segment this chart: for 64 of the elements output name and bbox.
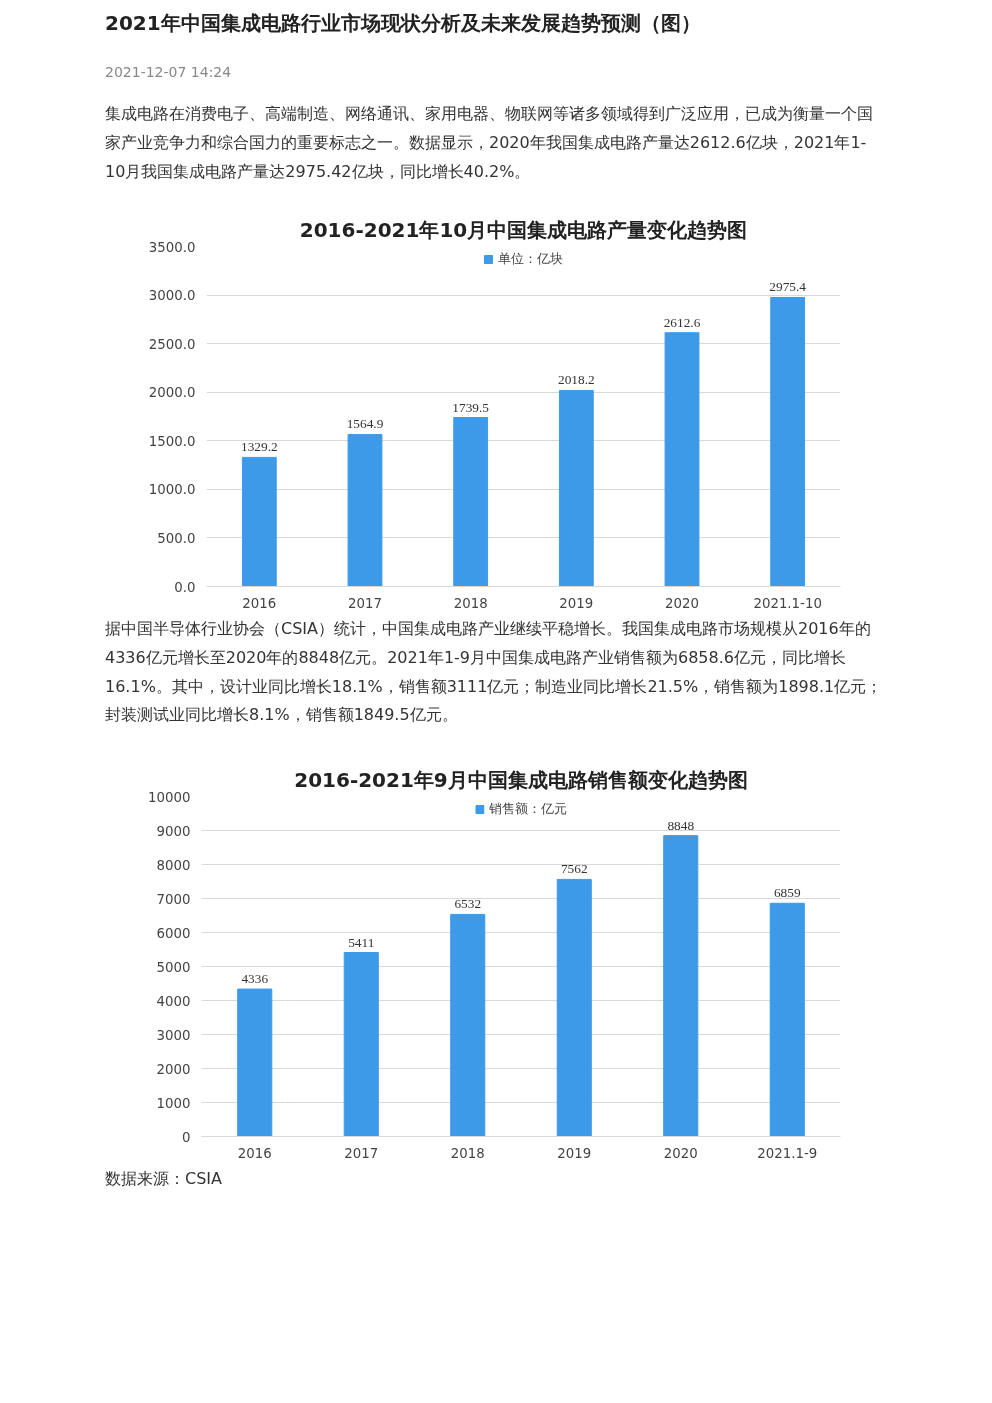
data-label: 5411 <box>348 934 375 950</box>
bar <box>347 433 383 587</box>
y-tick-label: 500.0 <box>157 530 196 546</box>
legend-label: 销售额：亿元 <box>489 800 567 818</box>
chart-title: 2016-2021年10月中国集成电路产量变化趋势图 <box>299 217 748 242</box>
data-label: 4336 <box>241 971 269 987</box>
y-tick-label: 6000 <box>156 925 191 941</box>
text: 据中国半导体行业协会（CSIA）统计，中国集成电路产业继续平稳增长。我国集成电路市场规模从2016年的4336亿元增长至2020年的8848亿元。2021年1-9月中国集成电路产业销售额为6858.6亿元，同比增长16.1%。其中，设计业同比增长18.1%，销售额3111亿元；制造业同比增长21.5%，销售额为1898.1亿元；封装测试业同比增长8.1%，销售额1849.5亿元。 <box>105 618 884 727</box>
bar <box>343 952 379 1137</box>
bar <box>450 913 486 1137</box>
data-label: 2975.4 <box>769 279 807 295</box>
data-label: 6532 <box>454 896 482 912</box>
data-label: 2612.6 <box>663 314 701 330</box>
x-tick-label: 2018 <box>450 1145 485 1161</box>
source-note: 数据来源：CSIA <box>105 1168 222 1190</box>
y-tick-label: 0.0 <box>174 579 196 595</box>
y-tick-label: 0 <box>182 1129 191 1145</box>
y-tick-label: 1500.0 <box>148 433 196 449</box>
x-tick-label: 2017 <box>344 1145 379 1161</box>
y-tick-label: 1000 <box>156 1095 191 1111</box>
x-tick-label: 2018 <box>453 595 488 611</box>
y-tick-label: 8000 <box>156 857 191 873</box>
text: 2021-12-07 14:24 <box>105 63 232 82</box>
chart-title: 2016-2021年9月中国集成电路销售额变化趋势图 <box>294 767 748 792</box>
text: 集成电路在消费电子、高端制造、网络通讯、家用电器、物联网等诸多领域得到广泛应用，已成为衡量一个国家产业竞争力和综合国力的重要标志之一。数据显示，2020年我国集成电路产量达2612.6亿块，2021年1-10月我国集成电路产量达2975.42亿块，同比增长40.2%。 <box>105 103 874 183</box>
data-label: 6859 <box>773 885 801 901</box>
bar <box>453 417 489 587</box>
data-label: 1564.9 <box>346 416 384 432</box>
y-tick-label: 9000 <box>156 823 191 839</box>
bar <box>664 332 700 587</box>
data-label: 2018.2 <box>558 372 595 388</box>
bar <box>237 988 273 1137</box>
y-tick-label: 4000 <box>156 993 191 1009</box>
y-tick-label: 2000 <box>156 1061 191 1077</box>
x-tick-label: 2016 <box>242 595 277 611</box>
x-tick-label: 2019 <box>559 595 594 611</box>
bar <box>558 389 594 587</box>
data-label: 7562 <box>560 861 588 877</box>
text: 2021年中国集成电路行业市场现状分析及未来发展趋势预测（图） <box>105 10 701 37</box>
x-tick-label: 2021.1-10 <box>753 595 822 611</box>
x-tick-label: 2016 <box>237 1145 272 1161</box>
bar <box>663 835 699 1137</box>
y-tick-label: 3500.0 <box>148 239 196 255</box>
x-tick-label: 2020 <box>663 1145 698 1161</box>
data-label: 1739.5 <box>452 399 490 415</box>
x-tick-label: 2019 <box>557 1145 592 1161</box>
y-tick-label: 3000.0 <box>148 288 196 304</box>
legend-label: 单位：亿块 <box>498 250 563 268</box>
y-tick-label: 2000.0 <box>148 385 196 401</box>
y-tick-label: 10000 <box>148 789 191 805</box>
y-tick-label: 7000 <box>156 891 191 907</box>
x-tick-label: 2020 <box>665 595 699 611</box>
bar <box>241 456 277 587</box>
y-tick-label: 1000.0 <box>148 482 196 498</box>
x-tick-label: 2021.1-9 <box>757 1145 818 1161</box>
y-tick-label: 5000 <box>156 959 191 975</box>
data-label: 1329.2 <box>241 439 278 455</box>
data-label: 8848 <box>667 817 695 833</box>
y-tick-label: 3000 <box>156 1027 191 1043</box>
y-tick-label: 2500.0 <box>148 336 196 352</box>
bar <box>769 902 805 1137</box>
x-tick-label: 2017 <box>348 595 382 611</box>
bar <box>556 878 592 1137</box>
bar <box>770 296 806 587</box>
